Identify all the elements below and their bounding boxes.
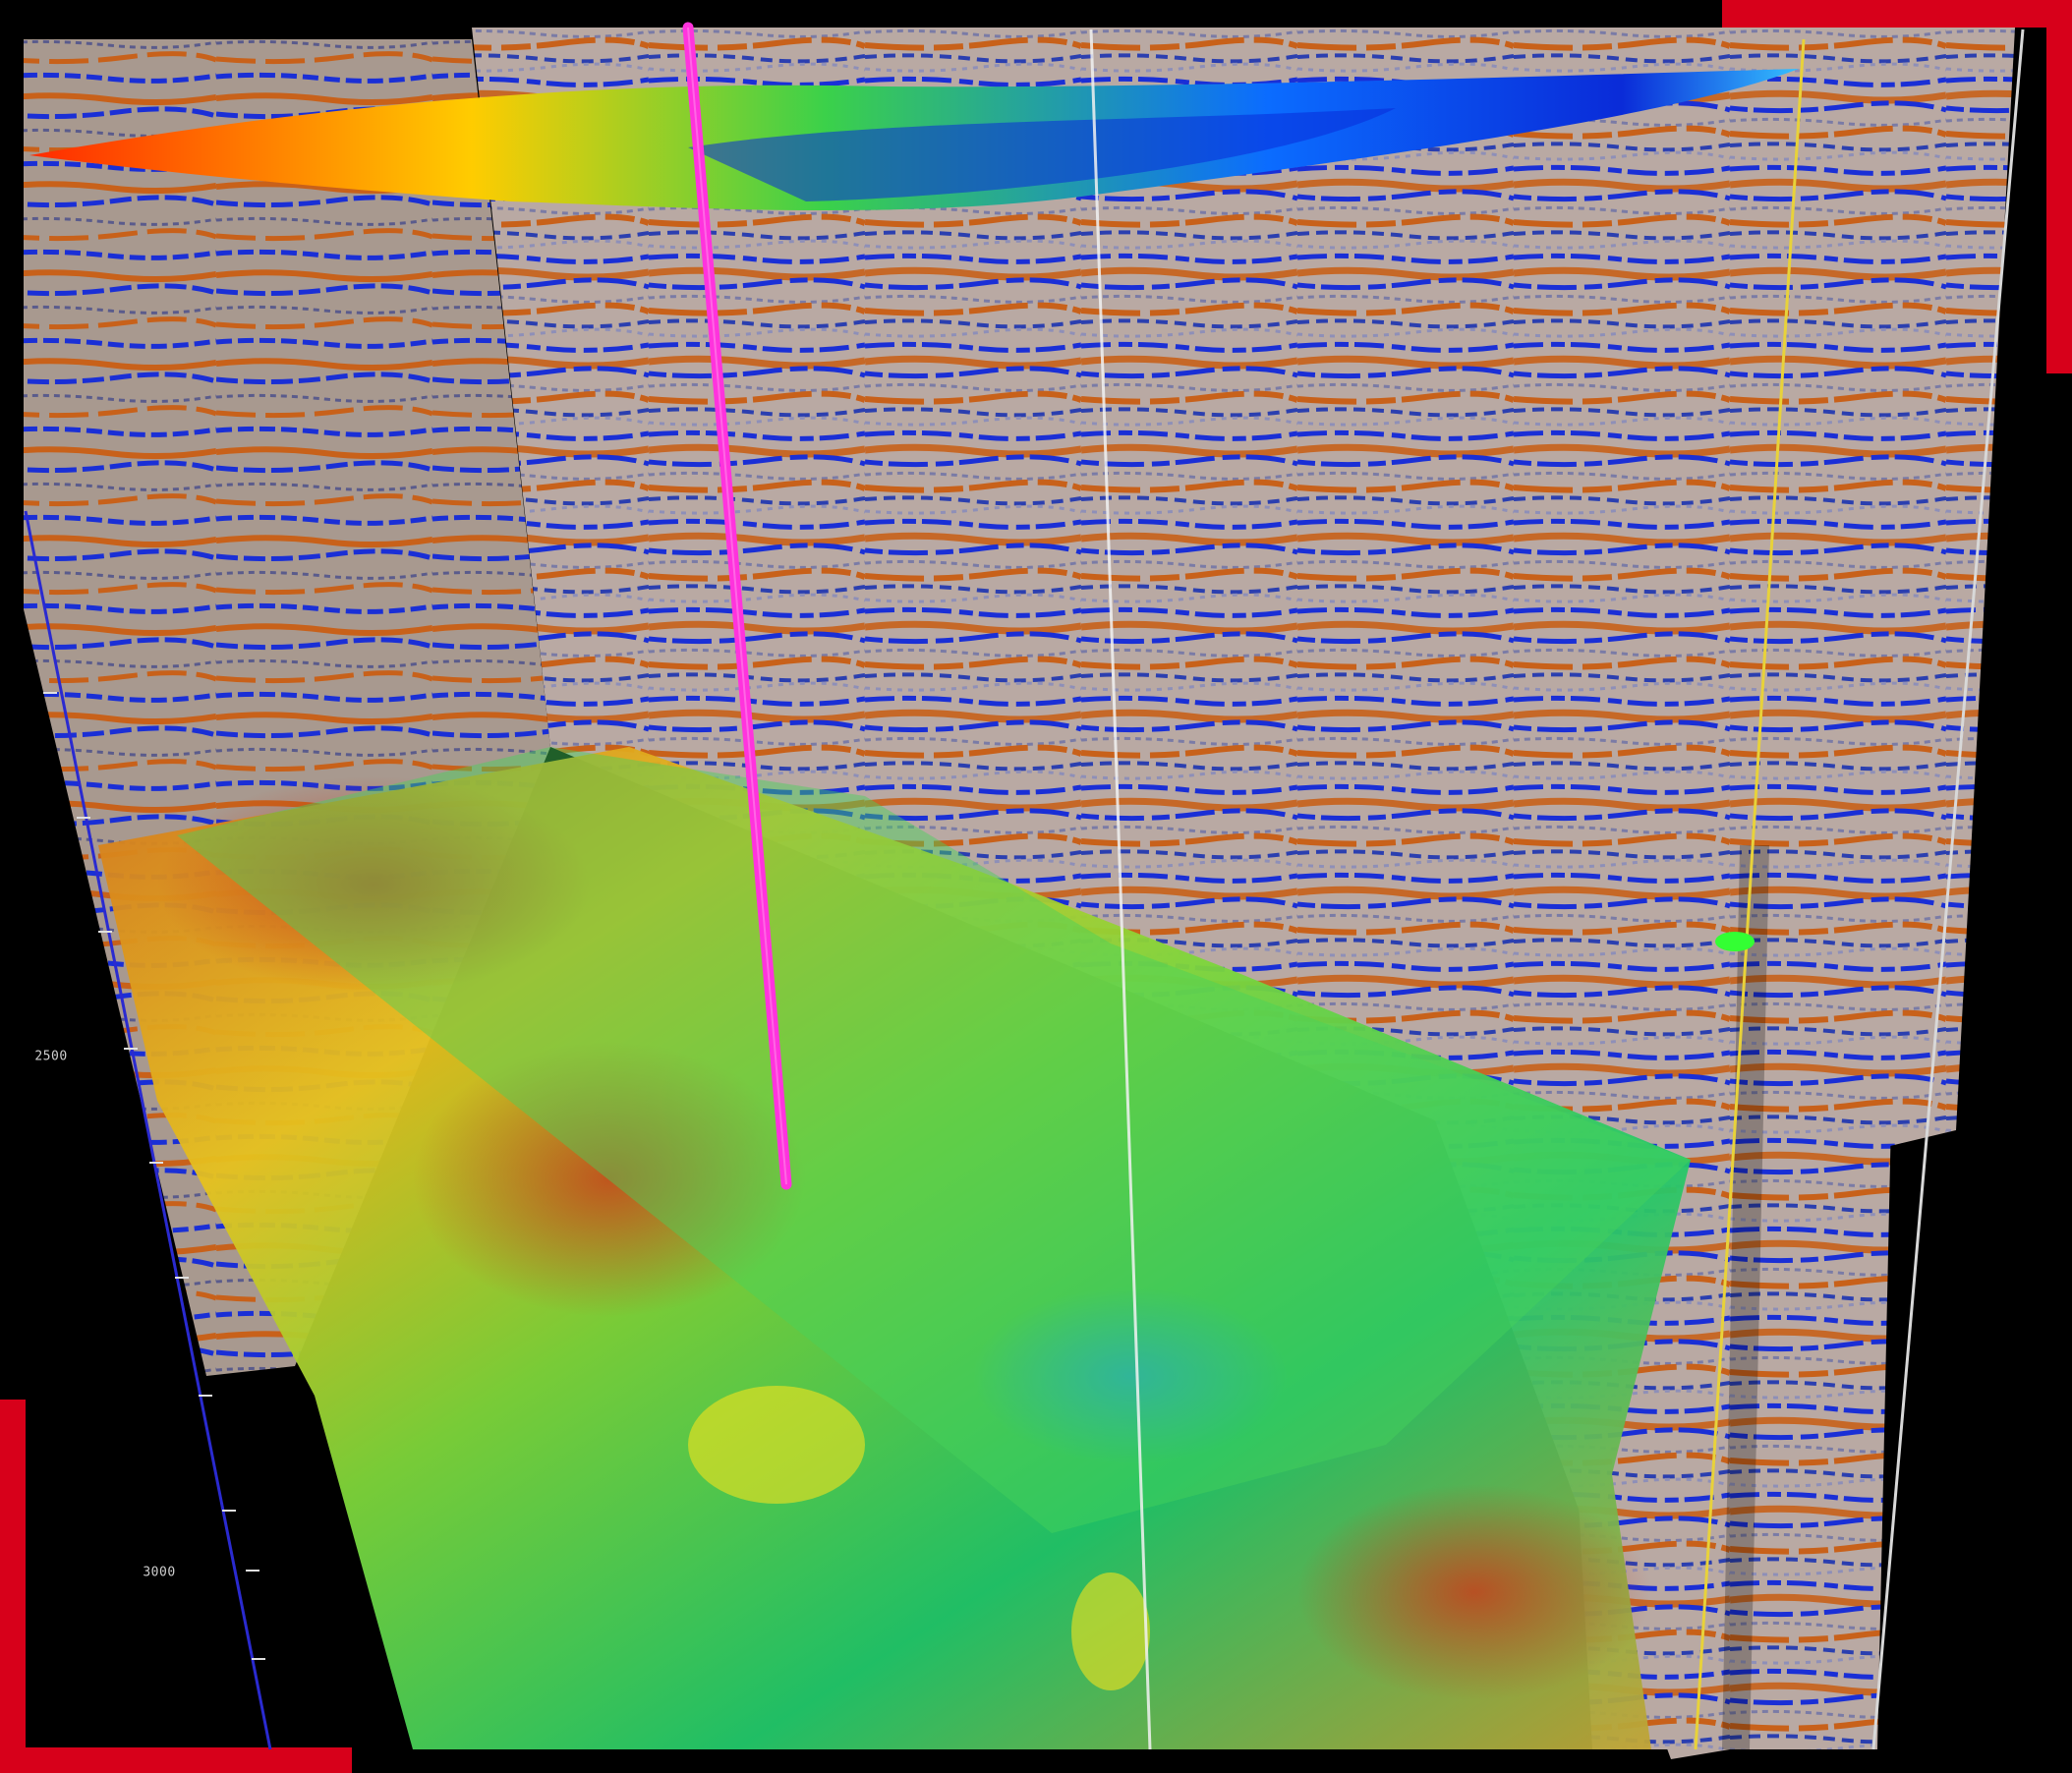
- frame-edge-line: [1871, 29, 2025, 1750]
- lower-horizon-surface[interactable]: [98, 747, 1691, 1749]
- seismic-section-right-wall[interactable]: [1573, 845, 1897, 1749]
- white-guide-line: [1089, 29, 1152, 1750]
- frame-bracket-bottom-left-horizontal: [0, 1747, 352, 1773]
- well-trajectory[interactable]: [682, 22, 792, 1190]
- frame-bracket-top-right-vertical: [2046, 0, 2072, 373]
- well-marker[interactable]: [1715, 932, 1755, 951]
- depth-axis: [24, 510, 272, 1750]
- depth-axis-ticks: [43, 692, 265, 1660]
- yellow-guide-line: [1694, 38, 1806, 1750]
- frame-bracket-top-right-horizontal: [1722, 0, 2072, 28]
- depth-tick-label-3000: 3000: [143, 1565, 176, 1580]
- mid-horizon-surface[interactable]: [177, 747, 1691, 1533]
- depth-tick-label-2500: 2500: [34, 1049, 68, 1064]
- frame-bracket-bottom-left-vertical: [0, 1400, 26, 1773]
